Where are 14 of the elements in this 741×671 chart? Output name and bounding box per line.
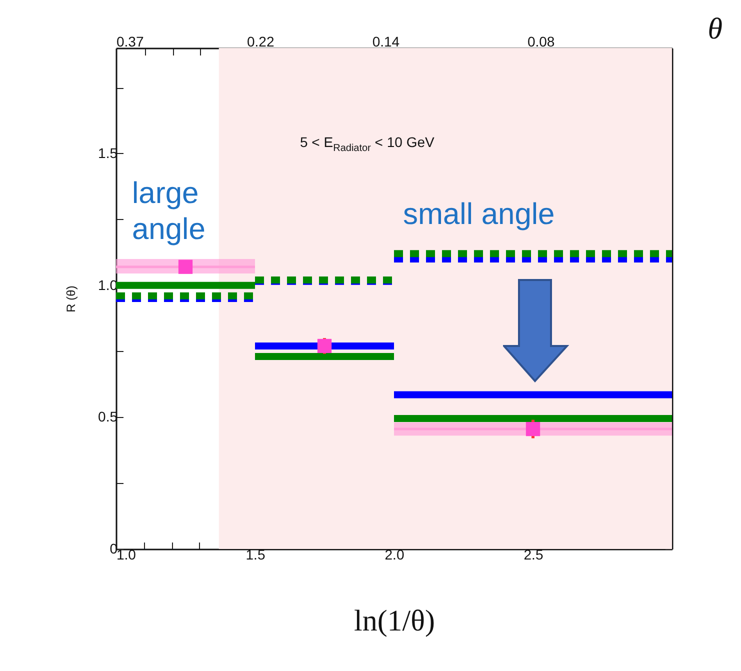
annotation: small angle	[403, 198, 555, 232]
x-tick-label: 2.5	[524, 546, 544, 562]
x2-axis-title: θ	[708, 12, 723, 46]
x-tick-label: 1.0	[116, 546, 136, 562]
x2-tick-label: 0.14	[372, 34, 400, 50]
x-tick-label: 2.0	[384, 546, 404, 562]
x2-tick-label: 0.37	[116, 34, 144, 50]
x-axis-title: ln(1/θ)	[354, 604, 436, 638]
y-axis-title: R (θ)	[64, 286, 78, 312]
annotation: large angle	[132, 176, 206, 248]
annotation: 5 < E$_{Radiator}$ < 10 GeV	[300, 134, 434, 154]
x-tick-label: 1.5	[246, 546, 266, 562]
x2-tick-label: 0.22	[247, 34, 274, 50]
x2-tick-label: 0.08	[527, 34, 555, 50]
